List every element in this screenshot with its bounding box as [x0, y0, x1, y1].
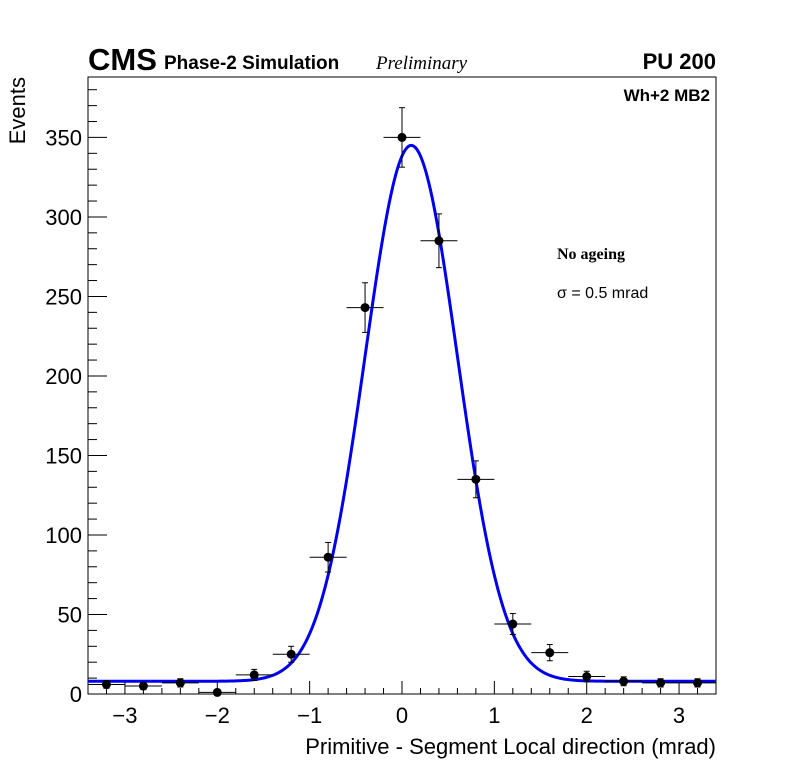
- data-point: [679, 678, 716, 688]
- data-point: [642, 678, 680, 688]
- data-marker: [101, 679, 111, 689]
- data-marker: [471, 474, 481, 484]
- x-tick-label: 1: [488, 703, 500, 728]
- y-axis-title: Events: [5, 77, 30, 144]
- x-tick-label: −2: [205, 703, 230, 728]
- data-marker: [619, 676, 629, 686]
- data-marker: [360, 303, 370, 313]
- data-points: [88, 107, 716, 697]
- chamber-label: Wh+2 MB2: [624, 86, 710, 105]
- y-axis: 0 50 100 150 200 250 300 350: [45, 89, 107, 707]
- data-marker: [693, 678, 703, 688]
- data-marker: [249, 670, 259, 680]
- data-point: [124, 681, 162, 691]
- data-marker: [175, 678, 185, 688]
- data-point: [88, 679, 125, 689]
- status-label: Preliminary: [375, 53, 468, 74]
- x-tick-label: 0: [396, 703, 408, 728]
- data-point: [531, 644, 569, 662]
- data-marker: [286, 649, 296, 659]
- y-tick-label: 100: [45, 523, 82, 548]
- y-tick-label: 350: [45, 125, 82, 150]
- data-point: [605, 676, 643, 687]
- data-point: [494, 613, 532, 636]
- data-marker: [545, 648, 555, 658]
- data-point: [420, 213, 458, 269]
- data-point: [309, 541, 347, 573]
- y-tick-label: 250: [45, 284, 82, 309]
- sigma-symbol: σ: [557, 285, 567, 302]
- data-marker: [656, 678, 666, 688]
- x-tick-label: 2: [581, 703, 593, 728]
- data-point: [568, 670, 606, 683]
- y-tick-label: 50: [58, 602, 82, 627]
- x-tick-label: −3: [112, 703, 137, 728]
- data-marker: [212, 687, 222, 697]
- sigma-label: σ = 0.5 mrad: [557, 285, 648, 302]
- pileup-label: PU 200: [643, 49, 716, 74]
- y-tick-label: 0: [70, 682, 82, 707]
- data-marker: [138, 681, 148, 691]
- subtitle-label: Phase-2 Simulation: [164, 53, 339, 74]
- x-axis-title: Primitive - Segment Local direction (mra…: [305, 734, 716, 759]
- data-marker: [582, 672, 592, 682]
- data-marker: [508, 619, 518, 629]
- y-tick-label: 150: [45, 443, 82, 468]
- data-point: [383, 107, 421, 168]
- y-tick-label: 300: [45, 205, 82, 230]
- data-marker: [323, 552, 333, 562]
- data-point: [272, 645, 310, 663]
- experiment-label: CMS: [88, 42, 157, 77]
- data-point: [161, 678, 199, 688]
- x-axis: −3 −2 −1 0 1 2 3: [87, 681, 717, 728]
- data-marker: [434, 236, 444, 246]
- ageing-label: No ageing: [557, 246, 625, 263]
- data-point: [346, 282, 384, 333]
- x-tick-label: 3: [673, 703, 685, 728]
- x-tick-label: −1: [297, 703, 322, 728]
- data-point: [235, 668, 273, 681]
- data-point: [457, 460, 495, 499]
- sigma-value: = 0.5 mrad: [567, 285, 648, 302]
- data-marker: [397, 132, 407, 142]
- y-tick-label: 200: [45, 364, 82, 389]
- data-point: [198, 687, 236, 697]
